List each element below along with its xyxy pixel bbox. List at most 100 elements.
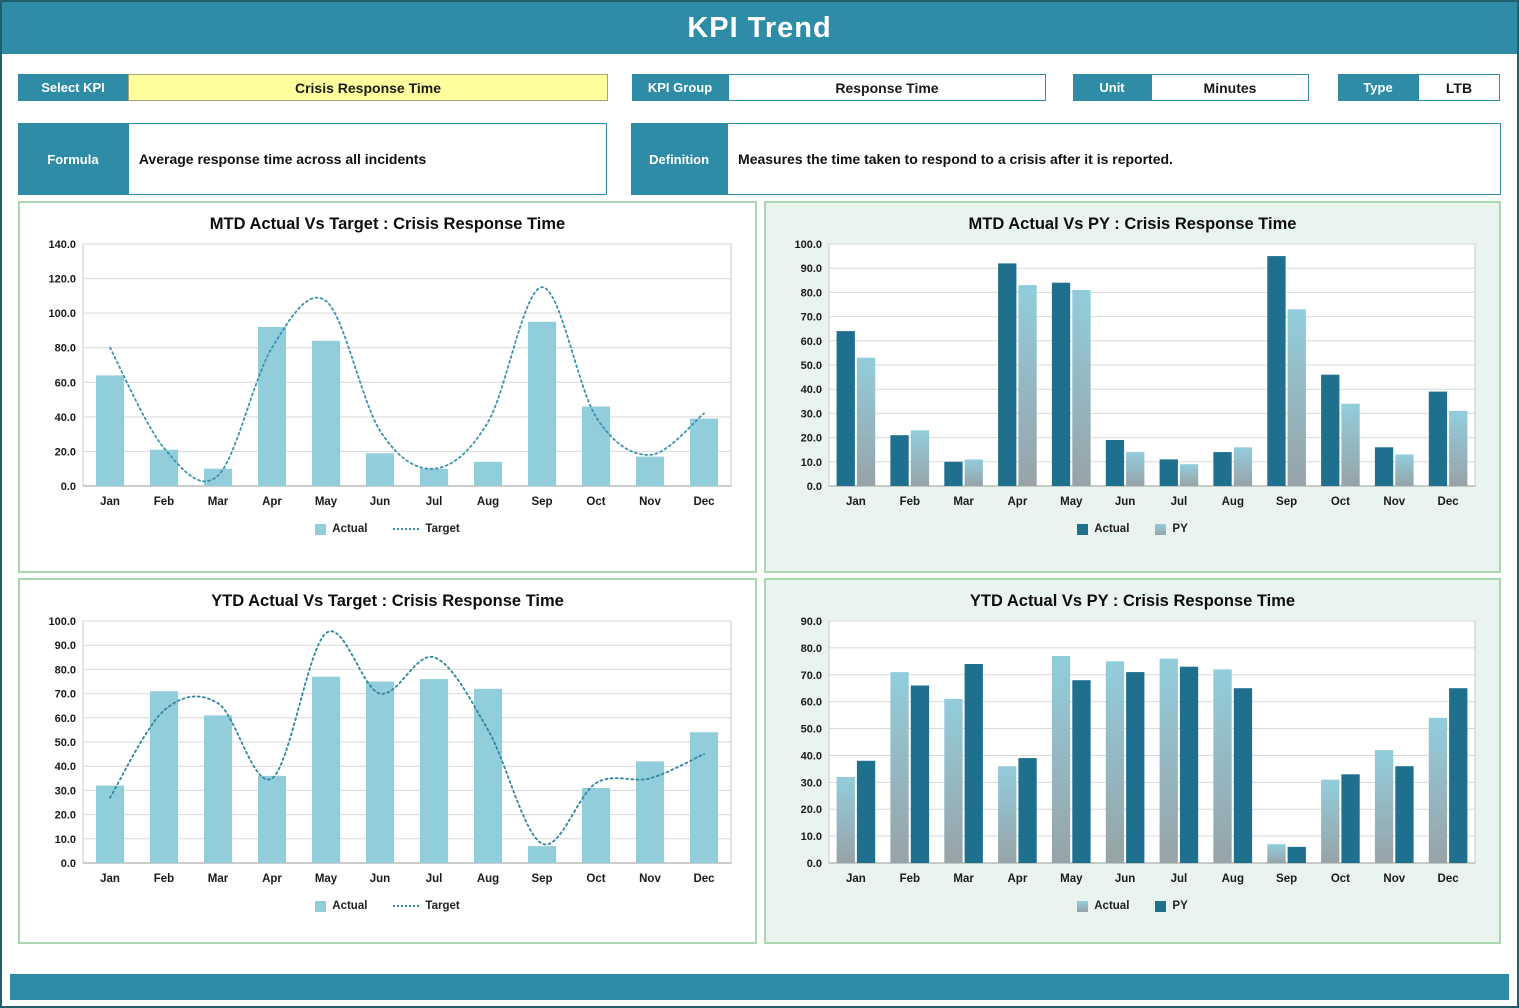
svg-text:Aug: Aug	[1222, 873, 1244, 885]
svg-text:30.0: 30.0	[801, 777, 822, 789]
svg-text:Mar: Mar	[953, 873, 974, 885]
svg-text:20.0: 20.0	[801, 804, 822, 816]
svg-text:Sep: Sep	[1276, 496, 1297, 508]
svg-text:60.0: 60.0	[801, 336, 822, 348]
svg-text:Jun: Jun	[1115, 496, 1135, 508]
kpi-group-value: Response Time	[728, 74, 1046, 101]
chart-legend-ytd-target: Actual Target	[28, 893, 747, 919]
chart-mtd-vs-py: 0.0 10.0 20.0 30.0 40.0 50.0 60.0 70.0 80.0 90.0 1…	[774, 238, 1491, 516]
legend-swatch-marker	[315, 523, 327, 535]
svg-text:Aug: Aug	[1222, 496, 1244, 508]
legend-label: Target	[425, 900, 460, 912]
svg-text:Jan: Jan	[100, 873, 120, 885]
select-kpi-dropdown[interactable]: Crisis Response Time	[128, 74, 608, 101]
legend-label: Actual	[1094, 900, 1130, 912]
svg-text:Jul: Jul	[1171, 496, 1188, 508]
legend-item-target: Target	[393, 523, 460, 535]
chart-mtd-vs-target: 0.0 20.0 40.0 60.0 80.0 100.0 120.0 140.0 Jan Feb…	[28, 238, 747, 516]
chart-canvas: 0.0 10.0 20.0 30.0 40.0 50.0 60.0 70.0 80.0 90.0 1…	[48, 616, 732, 885]
svg-text:20.0: 20.0	[55, 446, 76, 458]
svg-text:0.0: 0.0	[61, 858, 76, 870]
svg-text:Apr: Apr	[262, 496, 282, 508]
svg-text:May: May	[1060, 496, 1083, 508]
svg-text:Apr: Apr	[262, 873, 282, 885]
svg-text:Jan: Jan	[846, 873, 866, 885]
svg-text:50.0: 50.0	[801, 724, 822, 736]
svg-text:Jan: Jan	[100, 496, 120, 508]
legend-item-actual: Actual	[315, 523, 367, 535]
chart-canvas: 0.0 10.0 20.0 30.0 40.0 50.0 60.0 70.0 80.0 90.0 J…	[801, 616, 1476, 885]
svg-text:Oct: Oct	[586, 873, 605, 885]
chart-ytd-vs-py: 0.0 10.0 20.0 30.0 40.0 50.0 60.0 70.0 80.0 90.0 J…	[774, 615, 1491, 893]
chart-ytd-vs-target: 0.0 10.0 20.0 30.0 40.0 50.0 60.0 70.0 80.0 90.0 1…	[28, 615, 747, 893]
chart-canvas: 0.0 10.0 20.0 30.0 40.0 50.0 60.0 70.0 80.0 90.0 1…	[794, 239, 1476, 508]
chart-title-mtd-target: MTD Actual Vs Target : Crisis Response T…	[209, 215, 566, 233]
svg-text:Dec: Dec	[693, 496, 715, 508]
legend-line-marker	[393, 905, 420, 907]
legend-label: PY	[1172, 523, 1188, 535]
svg-text:40.0: 40.0	[55, 412, 76, 424]
svg-text:60.0: 60.0	[55, 377, 76, 389]
type-label: Type	[1338, 74, 1418, 101]
svg-text:20.0: 20.0	[55, 810, 76, 822]
chart-canvas: 0.0 20.0 40.0 60.0 80.0 100.0 120.0 140.0 Jan Feb…	[48, 239, 732, 508]
formula-value: Average response time across all inciden…	[127, 123, 608, 195]
legend-item-actual: Actual	[1077, 523, 1129, 535]
svg-text:Mar: Mar	[208, 496, 229, 508]
svg-text:Aug: Aug	[477, 496, 499, 508]
svg-text:Apr: Apr	[1007, 496, 1027, 508]
footer-band	[10, 974, 1509, 1000]
svg-text:Jun: Jun	[370, 873, 390, 885]
svg-text:100.0: 100.0	[48, 308, 76, 320]
svg-text:Jul: Jul	[426, 873, 443, 885]
chart-legend-ytd-py: Actual PY	[774, 893, 1491, 919]
svg-text:Jun: Jun	[1115, 873, 1135, 885]
svg-text:Aug: Aug	[477, 873, 499, 885]
svg-text:10.0: 10.0	[801, 457, 822, 469]
svg-text:May: May	[1060, 873, 1083, 885]
svg-text:Feb: Feb	[900, 873, 920, 885]
legend-swatch-marker	[1077, 523, 1089, 535]
chart-legend-mtd-target: Actual Target	[28, 516, 747, 542]
unit-value: Minutes	[1151, 74, 1309, 101]
svg-text:40.0: 40.0	[801, 384, 822, 396]
chart-panel-mtd-vs-py: MTD Actual Vs PY : Crisis Response Time …	[764, 201, 1501, 573]
svg-text:Nov: Nov	[1383, 873, 1405, 885]
definition-label: Definition	[631, 123, 728, 195]
svg-text:Jul: Jul	[426, 496, 443, 508]
charts-grid: MTD Actual Vs Target : Crisis Response T…	[18, 201, 1501, 944]
svg-text:Jan: Jan	[846, 496, 866, 508]
svg-text:0.0: 0.0	[807, 481, 822, 493]
svg-text:Feb: Feb	[154, 873, 174, 885]
definition-value: Measures the time taken to respond to a …	[727, 123, 1501, 195]
svg-text:Oct: Oct	[1331, 496, 1350, 508]
svg-text:90.0: 90.0	[55, 640, 76, 652]
svg-text:Mar: Mar	[953, 496, 974, 508]
svg-text:90.0: 90.0	[801, 263, 822, 275]
legend-swatch-marker	[1155, 900, 1167, 912]
chart-title-ytd-target: YTD Actual Vs Target : Crisis Response T…	[211, 592, 564, 610]
svg-text:Sep: Sep	[531, 496, 552, 508]
legend-item-actual: Actual	[1077, 900, 1129, 912]
svg-text:Sep: Sep	[531, 873, 552, 885]
chart-panel-ytd-vs-target: YTD Actual Vs Target : Crisis Response T…	[18, 578, 757, 944]
legend-item-target: Target	[393, 900, 460, 912]
chart-title-mtd-py: MTD Actual Vs PY : Crisis Response Time	[968, 215, 1297, 233]
page-title: KPI Trend	[687, 11, 832, 44]
chart-panel-mtd-vs-target: MTD Actual Vs Target : Crisis Response T…	[18, 201, 757, 573]
svg-text:Sep: Sep	[1276, 873, 1297, 885]
legend-label: Actual	[332, 523, 368, 535]
svg-text:100.0: 100.0	[48, 616, 76, 628]
svg-text:50.0: 50.0	[801, 360, 822, 372]
svg-text:60.0: 60.0	[801, 697, 822, 709]
svg-text:Oct: Oct	[586, 496, 605, 508]
svg-text:140.0: 140.0	[48, 239, 76, 251]
kpi-group-label: KPI Group	[632, 74, 728, 101]
header-banner: KPI Trend	[2, 2, 1517, 54]
svg-text:90.0: 90.0	[801, 616, 822, 628]
legend-label: Actual	[1094, 523, 1130, 535]
svg-text:100.0: 100.0	[794, 239, 822, 251]
svg-text:Apr: Apr	[1007, 873, 1027, 885]
legend-swatch-marker	[1155, 523, 1167, 535]
legend-item-py: PY	[1155, 523, 1188, 535]
